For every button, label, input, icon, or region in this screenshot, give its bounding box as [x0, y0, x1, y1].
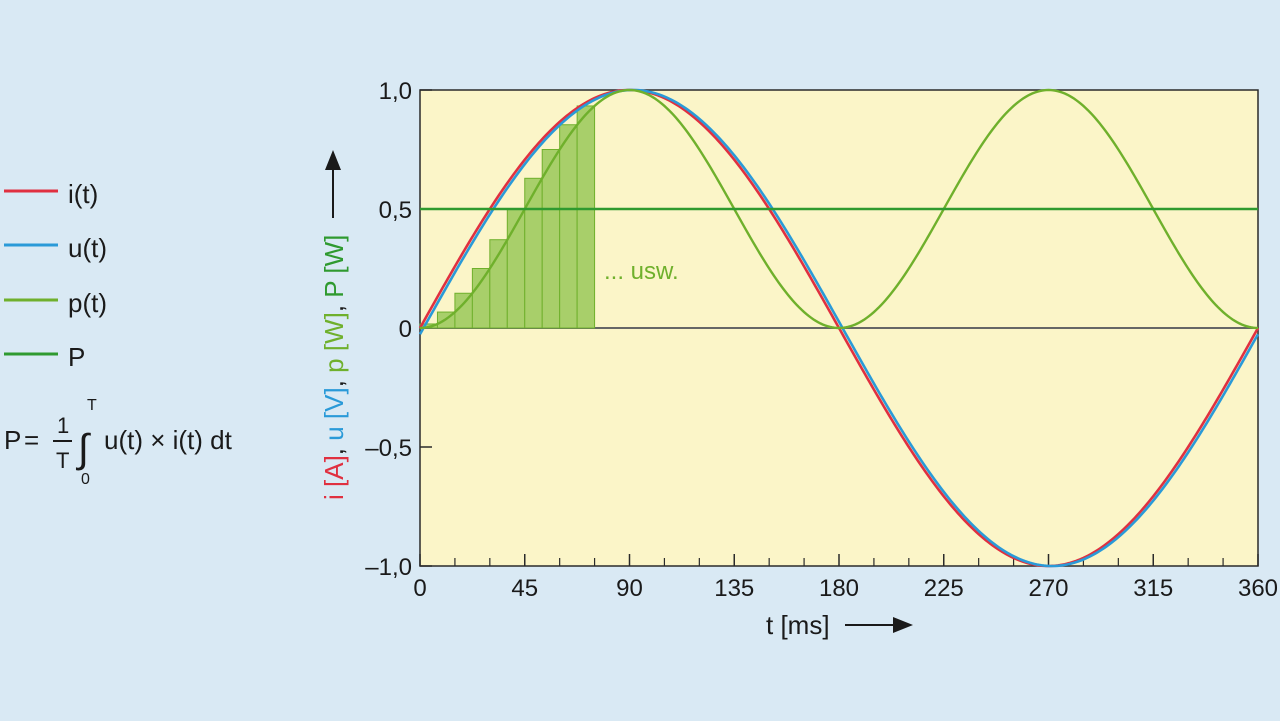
sample-bar: [541, 149, 561, 329]
y-tick-label: –1,0: [365, 554, 412, 581]
y-axis-label-part-1: ,: [319, 441, 349, 455]
formula-integral-sign: ∫: [76, 427, 92, 471]
y-axis-label-part-3: ,: [319, 373, 349, 387]
series-lines: [418, 88, 1260, 568]
formula-numerator: 1: [57, 413, 69, 438]
y-tick-label: 1,0: [379, 78, 412, 105]
formula-denominator: T: [56, 448, 69, 473]
y-axis-label-part-2: u [V]: [319, 387, 349, 440]
sample-bar: [471, 268, 491, 329]
y-tick-label: –0,5: [365, 435, 412, 462]
y-tick-label: 0: [399, 316, 412, 343]
x-tick-label: 360: [1238, 575, 1278, 602]
legend-label-current: i(t): [68, 179, 98, 209]
sample-bar: [576, 105, 596, 329]
x-tick-label: 90: [616, 575, 643, 602]
x-tick-label: 0: [413, 575, 426, 602]
formula-integrand: u(t) × i(t) dt: [104, 425, 233, 455]
series-line-power: [419, 88, 1259, 330]
legend: i(t) u(t) p(t) P: [4, 179, 107, 372]
x-axis-label: t [ms]: [766, 610, 830, 640]
x-tick-label: 270: [1028, 575, 1068, 602]
legend-label-power: p(t): [68, 288, 107, 318]
x-tick-label: 315: [1133, 575, 1173, 602]
formula-lhs: P: [4, 425, 21, 455]
y-tick-label: 0,5: [379, 197, 412, 224]
x-tick-label: 45: [511, 575, 538, 602]
legend-label-voltage: u(t): [68, 233, 107, 263]
sample-bar: [559, 124, 578, 329]
x-tick-label: 225: [924, 575, 964, 602]
y-axis-label: i [A], u [V], p [W], P [W]: [319, 235, 349, 500]
y-axis-label-part-5: ,: [319, 298, 349, 312]
annotation-usw: ... usw.: [604, 258, 679, 285]
y-axis-label-part-4: p [W]: [319, 312, 349, 373]
x-axis-arrow-head: [893, 617, 913, 633]
x-tick-label: 180: [819, 575, 859, 602]
x-tick-label: 135: [714, 575, 754, 602]
y-axis-arrow-head: [325, 150, 341, 170]
formula-equals: =: [24, 425, 39, 455]
formula-lower-limit: 0: [81, 471, 90, 488]
series-line-voltage: [418, 88, 1260, 568]
y-axis-label-part-6: P [W]: [319, 235, 349, 298]
y-axis-label-part-0: i [A]: [319, 455, 349, 500]
axis-ticks: 0 45 90 135 180 225 270 315 360 1,0 0,5 0 –0,5 –1,0: [365, 78, 1278, 602]
formula-upper-limit: T: [87, 397, 97, 414]
power-formula: P = 1 T ∫ T 0 u(t) × i(t) dt: [4, 397, 233, 488]
sample-bar: [524, 177, 543, 329]
legend-label-average-power: P: [68, 342, 85, 372]
